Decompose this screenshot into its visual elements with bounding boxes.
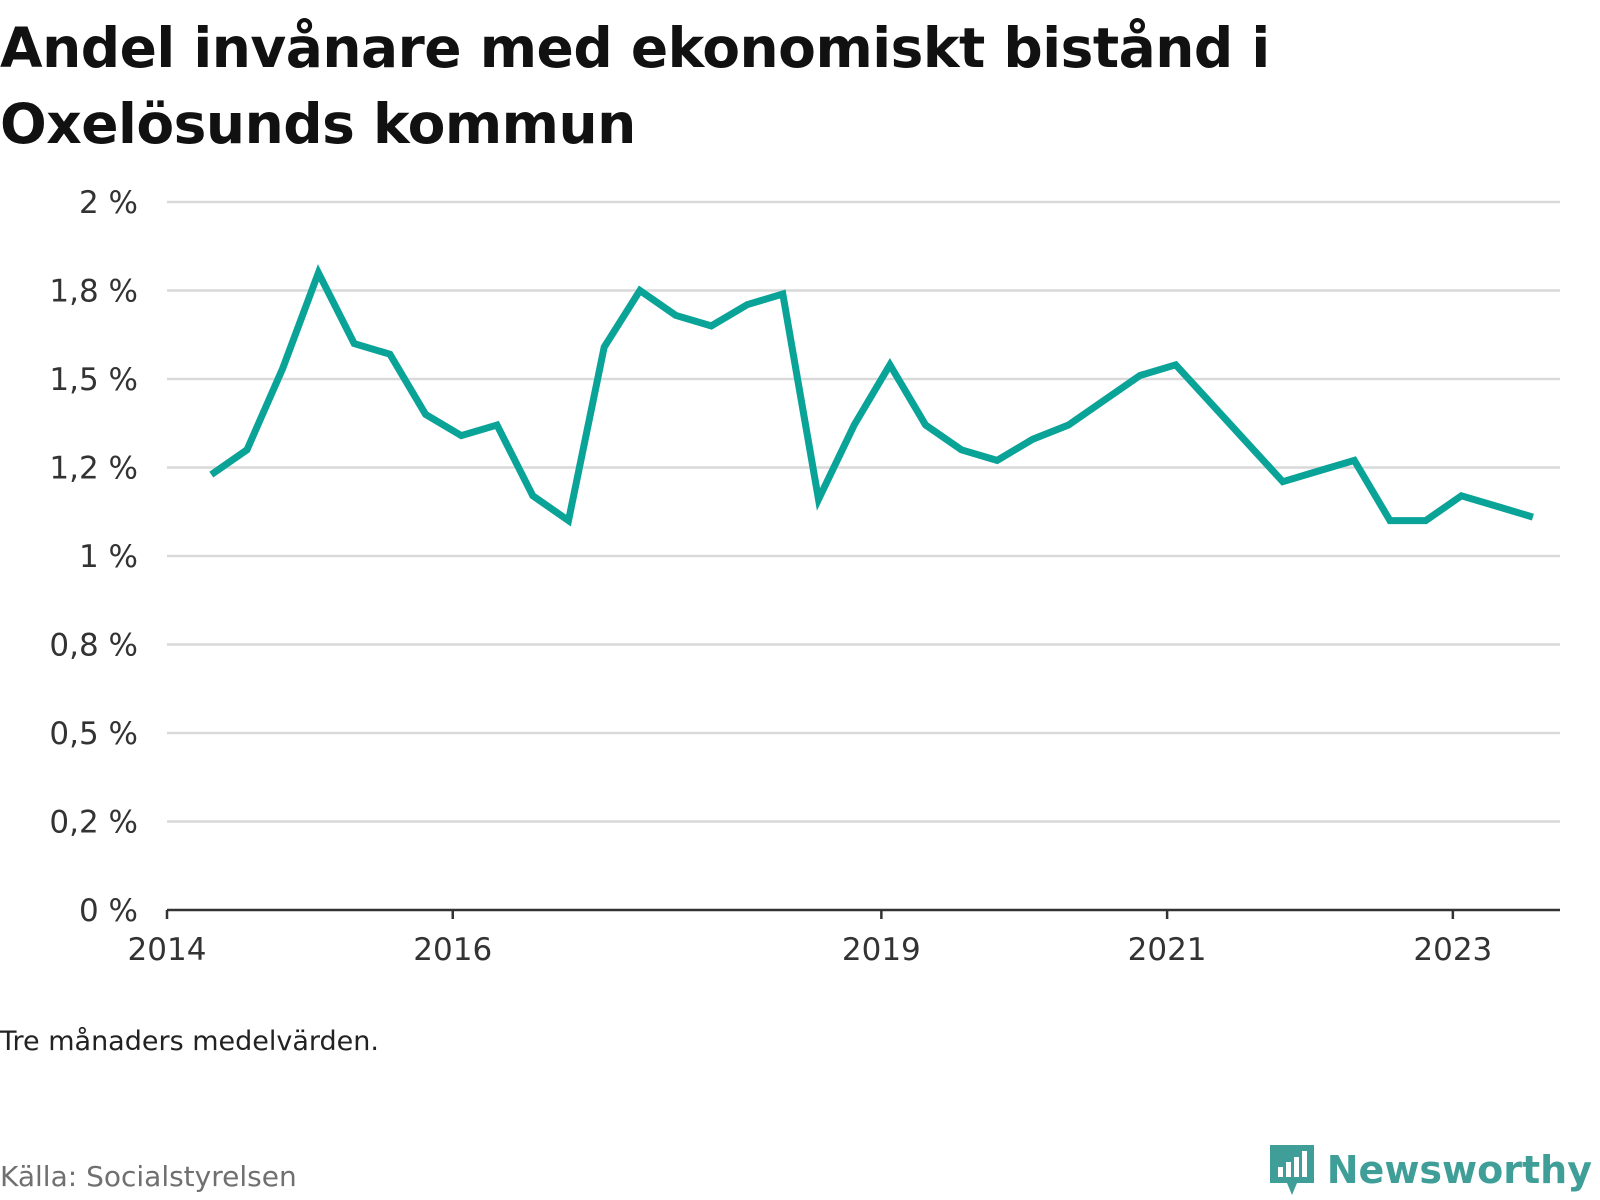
chart-note: Tre månaders medelvärden. [0,1026,379,1057]
line-chart: 0 %0,2 %0,5 %0,8 %1 %1,2 %1,5 %1,8 %2 % … [49,185,1560,968]
y-tick-label: 1 % [79,539,138,575]
y-axis-ticks: 0 % 0,2 % 0,5 % 0,8 % 1 % 1,2 % 1,5 % 1,8 % 2 % [49,185,138,929]
y-tick-label: 1,2 % [49,451,138,487]
y-tick-label: 1,5 % [49,362,138,398]
x-tick-label: 2014 [128,932,207,968]
y-tick-label: 0,5 % [49,716,138,752]
y-tick-label: 2 % [79,185,138,221]
x-tick-label: 2023 [1413,932,1492,968]
y-tick-label: 0,2 % [49,805,138,841]
x-axis: 2014 2016 2019 2021 2023 [128,908,1560,968]
source-credit: Källa: Socialstyrelsen [0,1160,297,1193]
y-tick-label: 0,8 % [49,628,138,664]
bar-chart-speech-bubble-icon [1269,1145,1314,1195]
brand-name: Newsworthy [1326,1148,1592,1192]
y-tick-label: 1,8 % [49,274,138,310]
data-line [209,264,1534,527]
y-tick-label: 0 % [79,893,138,929]
chart-title: Andel invånare med ekonomiskt bistånd i … [0,16,1270,156]
x-tick-label: 2016 [413,932,492,968]
x-tick-label: 2021 [1128,932,1207,968]
series-line [209,264,1534,527]
x-tick-label: 2019 [842,932,921,968]
brand-logo: Newsworthy [1267,1140,1592,1200]
gridlines [167,200,1560,823]
